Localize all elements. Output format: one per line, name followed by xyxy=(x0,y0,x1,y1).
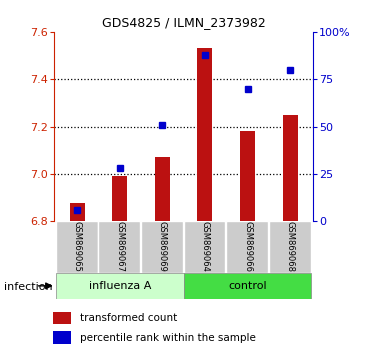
Bar xyxy=(184,273,311,299)
Text: GSM869068: GSM869068 xyxy=(286,221,295,273)
Text: GSM869067: GSM869067 xyxy=(115,221,124,273)
Bar xyxy=(269,221,311,273)
Bar xyxy=(184,221,225,273)
Bar xyxy=(283,115,298,221)
Bar xyxy=(197,48,212,221)
Title: GDS4825 / ILMN_2373982: GDS4825 / ILMN_2373982 xyxy=(102,16,266,29)
Text: control: control xyxy=(228,281,267,291)
Bar xyxy=(240,131,255,221)
Bar xyxy=(155,157,170,221)
Text: GSM869064: GSM869064 xyxy=(200,222,210,272)
Bar xyxy=(112,176,127,221)
Text: percentile rank within the sample: percentile rank within the sample xyxy=(80,332,256,343)
Text: GSM869066: GSM869066 xyxy=(243,221,252,273)
Text: infection: infection xyxy=(4,282,52,292)
Bar xyxy=(56,273,184,299)
Text: transformed count: transformed count xyxy=(80,313,177,323)
Bar xyxy=(226,221,268,273)
Bar xyxy=(70,204,85,221)
Bar xyxy=(98,221,140,273)
Text: GSM869065: GSM869065 xyxy=(73,222,82,272)
Bar xyxy=(141,221,183,273)
Text: GSM869069: GSM869069 xyxy=(158,222,167,272)
Bar xyxy=(53,331,71,344)
Text: influenza A: influenza A xyxy=(89,281,151,291)
Bar xyxy=(53,312,71,324)
Bar xyxy=(56,221,98,273)
